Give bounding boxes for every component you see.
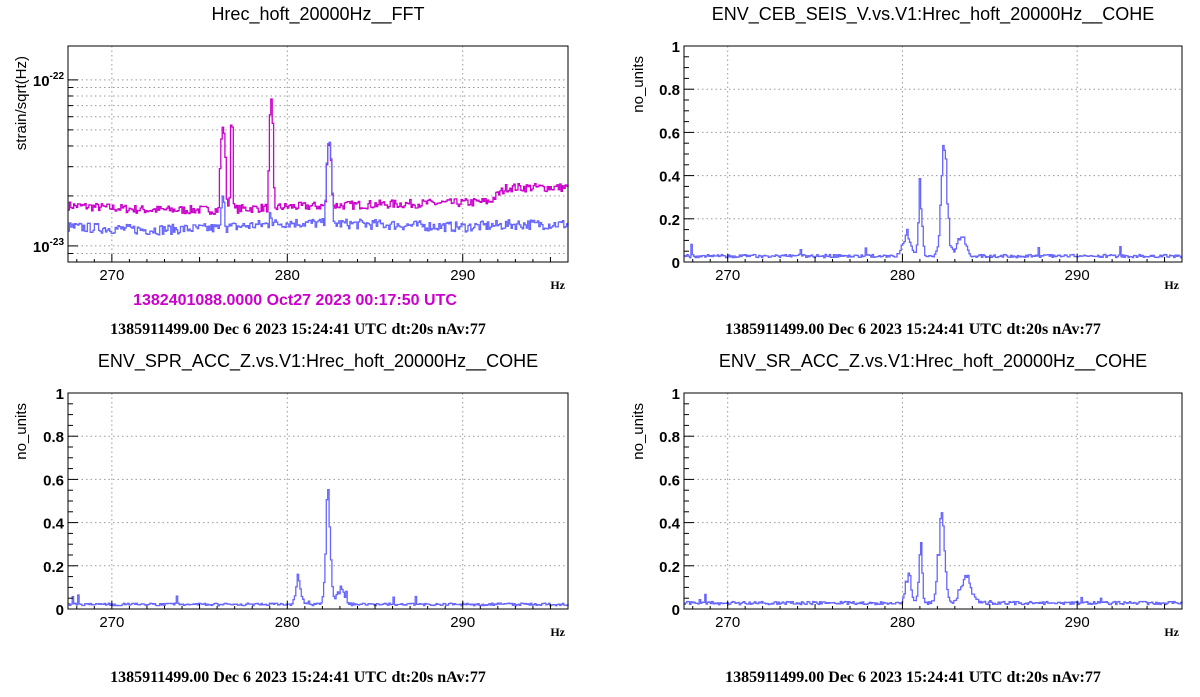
x-tick-label: 290 xyxy=(450,267,475,284)
x-axis-label: Hz xyxy=(550,278,565,292)
y-tick-label: 0 xyxy=(672,602,680,619)
panel-4: ENV_SR_ACC_Z.vs.V1:Hrec_hoft_20000Hz__CO… xyxy=(630,351,1183,686)
x-tick-label: 280 xyxy=(890,614,915,631)
y-ticks xyxy=(68,392,78,610)
x-tick-label: 290 xyxy=(450,614,475,631)
series-line-2 xyxy=(68,141,569,236)
x-axis-label: Hz xyxy=(1164,625,1179,639)
y-axis-label: strain/sqrt(Hz) xyxy=(13,56,30,150)
x-axis-label: Hz xyxy=(550,625,565,639)
y-tick-label: 1 xyxy=(672,39,680,56)
x-tick-label: 280 xyxy=(275,614,300,631)
reference-time-label: 1382401088.0000 Oct27 2023 00:17:50 UTC xyxy=(133,292,457,309)
y-tick-label: 1 xyxy=(672,386,680,403)
y-tick-label: 0.4 xyxy=(659,516,681,533)
x-tick-label: 280 xyxy=(890,267,915,284)
y-tick-label: 0 xyxy=(672,255,680,272)
grid xyxy=(684,46,1182,262)
y-tick-label: 0.6 xyxy=(659,125,680,142)
y-axis-label: no_units xyxy=(630,56,647,113)
y-tick-exponent: -22 xyxy=(50,71,65,82)
y-tick-label: 0.6 xyxy=(43,472,64,489)
x-tick-label: 290 xyxy=(1065,267,1090,284)
x-tick-label: 270 xyxy=(715,614,740,631)
x-tick-label: 280 xyxy=(275,267,300,284)
chart-title: ENV_SPR_ACC_Z.vs.V1:Hrec_hoft_20000Hz__C… xyxy=(98,351,538,372)
chart-title: ENV_CEB_SEIS_V.vs.V1:Hrec_hoft_20000Hz__… xyxy=(712,4,1155,25)
footer-timestamp: 1385911499.00 Dec 6 2023 15:24:41 UTC dt… xyxy=(725,321,1101,338)
plot-frame xyxy=(683,45,1183,263)
y-ticks xyxy=(68,79,78,263)
x-axis-label: Hz xyxy=(1164,278,1179,292)
y-tick-label: 0.2 xyxy=(43,559,64,576)
y-tick-label: 0.2 xyxy=(659,212,680,229)
x-tick-label: 270 xyxy=(99,614,124,631)
footer-timestamp: 1385911499.00 Dec 6 2023 15:24:41 UTC dt… xyxy=(110,321,486,338)
y-ticks xyxy=(684,392,694,610)
y-tick-label: 10-22 xyxy=(33,71,65,90)
x-tick-label: 270 xyxy=(715,267,740,284)
grid xyxy=(684,393,1182,609)
series-line-1 xyxy=(684,144,1182,259)
y-tick-label: 0.6 xyxy=(659,472,680,489)
x-tick-label: 290 xyxy=(1065,614,1090,631)
chart-title: Hrec_hoft_20000Hz__FFT xyxy=(211,4,424,25)
plot-frame xyxy=(67,45,569,263)
series-line-1 xyxy=(68,489,569,607)
y-tick-label: 0.2 xyxy=(659,559,680,576)
y-tick-base: 10 xyxy=(33,239,50,256)
series-line-1 xyxy=(68,98,569,215)
y-tick-exponent: -23 xyxy=(50,237,65,248)
footer-timestamp: 1385911499.00 Dec 6 2023 15:24:41 UTC dt… xyxy=(725,669,1101,686)
series-line-1 xyxy=(684,512,1183,606)
footer-timestamp: 1385911499.00 Dec 6 2023 15:24:41 UTC dt… xyxy=(110,669,486,686)
y-tick-base: 10 xyxy=(33,73,50,90)
y-ticks xyxy=(684,45,694,263)
x-tick-label: 270 xyxy=(99,267,124,284)
x-ticks xyxy=(76,601,569,609)
y-tick-label: 0.4 xyxy=(43,516,65,533)
y-tick-label: 0.8 xyxy=(659,429,680,446)
y-axis-label: no_units xyxy=(630,403,647,460)
y-tick-label: 10-23 xyxy=(33,237,65,256)
plot-frame xyxy=(683,392,1183,610)
y-tick-label: 0.8 xyxy=(43,429,64,446)
y-tick-label: 1 xyxy=(56,386,64,403)
y-axis-label: no_units xyxy=(13,403,30,460)
x-ticks xyxy=(692,601,1183,609)
plot-frame xyxy=(67,392,569,610)
y-tick-label: 0.8 xyxy=(659,82,680,99)
x-ticks xyxy=(76,254,569,262)
chart-title: ENV_SR_ACC_Z.vs.V1:Hrec_hoft_20000Hz__CO… xyxy=(719,351,1147,372)
grid xyxy=(68,393,568,609)
y-tick-label: 0 xyxy=(56,602,64,619)
x-ticks xyxy=(692,254,1183,262)
y-tick-label: 0.4 xyxy=(659,169,681,186)
grid xyxy=(68,46,568,263)
panel-3: ENV_SPR_ACC_Z.vs.V1:Hrec_hoft_20000Hz__C… xyxy=(13,351,569,686)
panel-2: ENV_CEB_SEIS_V.vs.V1:Hrec_hoft_20000Hz__… xyxy=(630,4,1183,338)
